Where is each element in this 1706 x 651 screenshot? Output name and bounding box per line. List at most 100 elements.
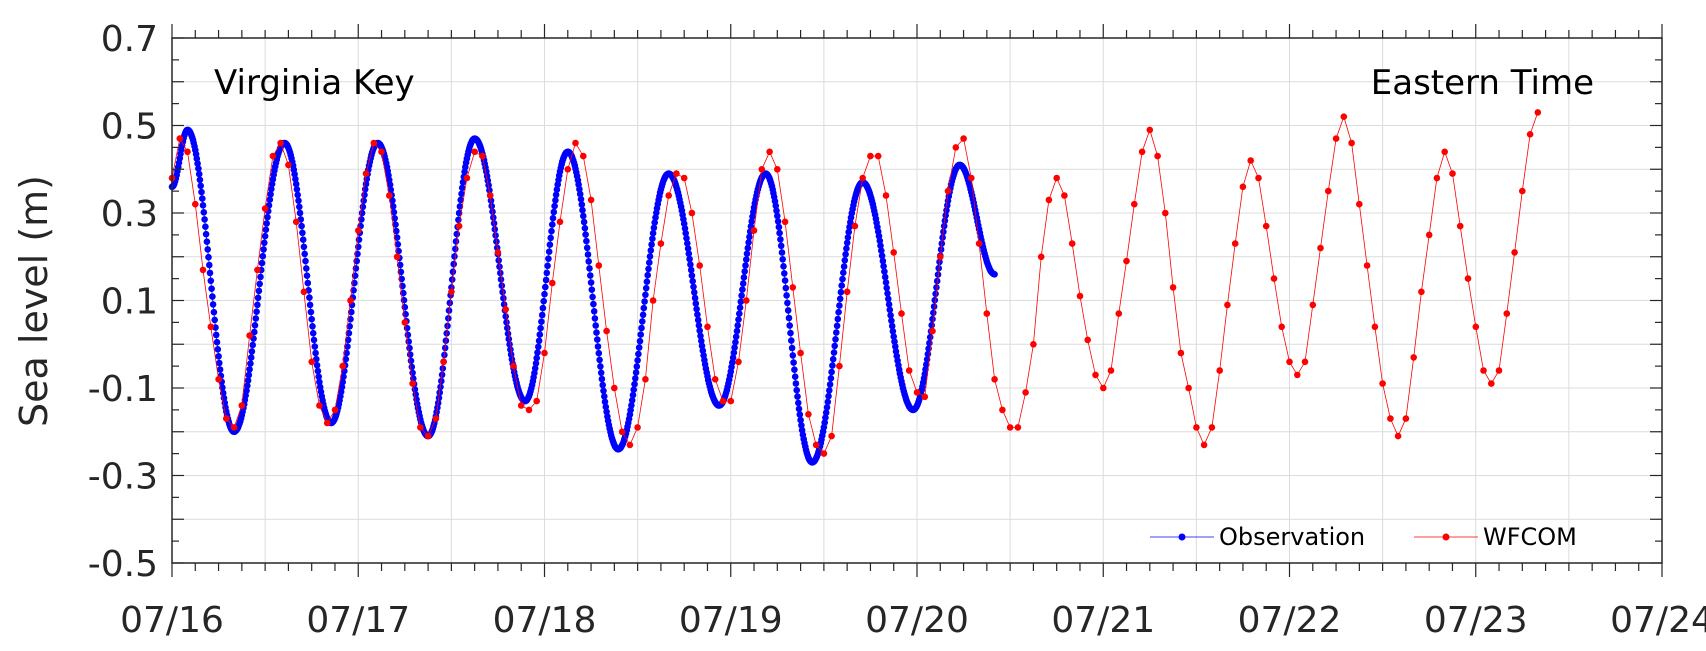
observation-point [215,353,222,360]
wfcom-point [905,367,913,374]
observation-point [594,336,601,343]
observation-point [644,271,651,279]
observation-point [210,308,218,316]
observation-point [199,195,206,202]
x-tick-label: 07/18 [493,600,597,641]
observation-point [646,253,654,260]
observation-point [316,378,323,386]
observation-point [843,245,850,252]
observation-point [781,270,788,277]
observation-point [448,276,456,283]
observation-point [216,359,223,367]
observation-point [926,333,934,341]
observation-point [878,252,886,260]
wfcom-point [1045,196,1053,204]
wfcom-point [517,402,525,409]
wfcom-point [898,310,905,317]
legend-observation-label: Observation [1219,523,1365,551]
wfcom-point [859,174,866,182]
observation-point [552,191,560,199]
observation-point [933,277,941,285]
grid [171,37,1663,564]
y-axis-label: Sea level (m) [12,175,56,427]
wfcom-point [580,152,587,160]
observation-point [389,197,396,204]
observation-point [745,239,752,246]
observation-point [741,268,748,275]
wfcom-point [1472,323,1480,331]
observation-point [504,324,511,332]
wfcom-point [347,297,354,304]
observation-point [338,383,346,391]
observation-point [637,331,644,338]
wfcom-point [455,222,463,230]
wfcom-point [696,262,703,269]
observation-point [777,236,784,243]
observation-point [267,191,274,198]
observation-point [268,185,275,193]
observation-point [243,387,250,395]
legend-item-wfcom: WFCOM [1414,523,1577,551]
observation-point [739,286,746,293]
wfcom-point [1100,384,1107,392]
wfcom-point [1340,113,1348,120]
wfcom-point [1286,358,1293,366]
wfcom-point [1138,148,1146,156]
wfcom-point [1231,240,1239,247]
wfcom-point [1511,249,1518,256]
wfcom-point [1526,131,1534,138]
wfcom-point [960,135,967,142]
observation-point [779,255,786,263]
observation-point [536,331,544,338]
observation-point [548,227,555,235]
observation-point [592,322,599,329]
wfcom-point [603,327,610,335]
observation-point [342,355,350,363]
wfcom-point [176,135,184,142]
observation-point [643,278,651,286]
observation-point [742,262,749,269]
wfcom-point [432,415,440,422]
observation-point [651,219,658,226]
observation-point [294,191,302,199]
observation-point [248,348,256,355]
observation-point [795,399,802,407]
observation-point [541,290,548,298]
observation-point [688,272,696,279]
observation-point [407,357,415,365]
observation-point [216,366,224,373]
wfcom-point [370,139,378,147]
observation-point [312,349,319,357]
observation-point [392,221,399,228]
observation-point [696,327,703,335]
observation-point [845,228,852,236]
wfcom-point [199,266,207,274]
observation-point [254,301,261,309]
observation-point [593,329,600,336]
observation-point [791,366,798,374]
observation-point [292,180,300,188]
wfcom-point [1162,209,1169,217]
observation-point [199,202,207,209]
observation-point [892,343,899,350]
wfcom-point [409,380,416,387]
wfcom-point [1464,275,1472,282]
observation-point [457,196,465,204]
observation-point [642,284,650,292]
ticks: -0.5 -0.3 -0.1 0.1 0.3 0.5 0.7 07/16 07/17 07/18 0… [88,19,1706,641]
observation-point [685,250,693,257]
observation-point [923,361,930,368]
observation-point [632,369,640,376]
wfcom-point [401,319,409,326]
observation-point [930,309,937,317]
wfcom-point [766,148,773,156]
observation-point [837,288,845,296]
observation-point [687,266,695,274]
observation-point [262,226,270,233]
observation-point [795,405,803,413]
wfcom-point [820,450,828,457]
wfcom-point [680,174,688,182]
observation-point [497,276,505,283]
wfcom-point [649,297,657,304]
observation-point [790,359,797,366]
